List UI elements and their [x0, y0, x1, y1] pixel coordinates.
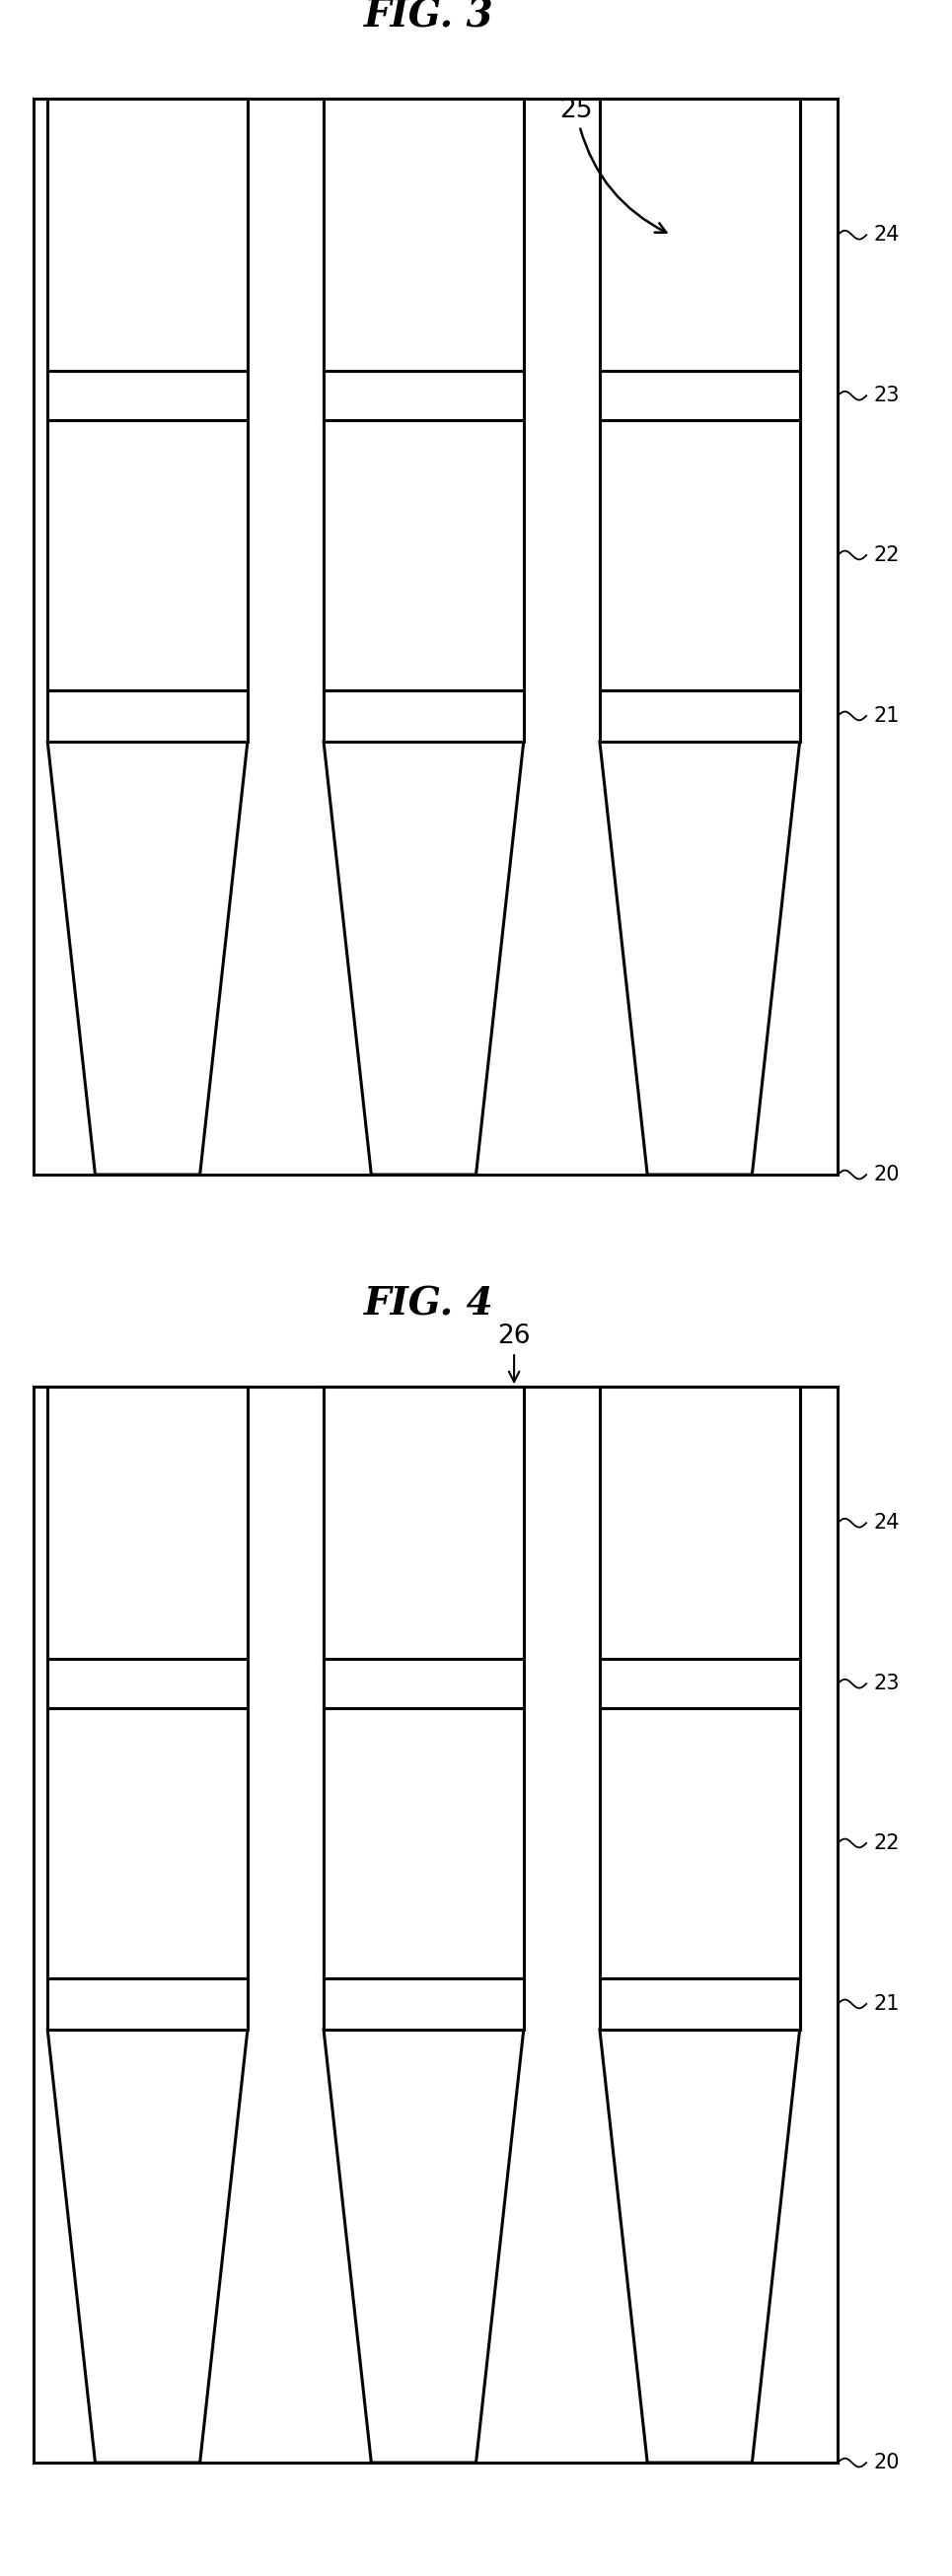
Bar	[48, 371, 248, 420]
Text: 25: 25	[560, 98, 666, 232]
Bar	[324, 420, 524, 690]
Text: 23: 23	[874, 1674, 900, 1692]
Bar	[324, 1386, 524, 1659]
Polygon shape	[324, 742, 524, 1175]
Bar	[48, 690, 248, 742]
Bar	[324, 690, 524, 742]
Text: 24: 24	[874, 224, 900, 245]
Bar	[48, 1978, 248, 2030]
Polygon shape	[48, 2030, 248, 2463]
Text: 23: 23	[874, 386, 900, 404]
Bar	[48, 420, 248, 690]
Polygon shape	[600, 742, 800, 1175]
Text: FIG. 4: FIG. 4	[364, 1285, 493, 1321]
Text: 21: 21	[874, 706, 900, 726]
Bar	[600, 1978, 800, 2030]
Bar	[33, 1386, 838, 2463]
Bar	[48, 1708, 248, 1978]
Bar	[600, 420, 800, 690]
Text: 20: 20	[874, 2452, 900, 2473]
Bar	[324, 1978, 524, 2030]
Bar	[324, 371, 524, 420]
Bar	[48, 1659, 248, 1708]
Bar	[600, 98, 800, 371]
Text: 20: 20	[874, 1164, 900, 1185]
Bar	[600, 1708, 800, 1978]
Bar	[600, 371, 800, 420]
Bar	[48, 1386, 248, 1659]
Polygon shape	[600, 2030, 800, 2463]
Bar	[324, 1659, 524, 1708]
Text: 26: 26	[498, 1324, 530, 1381]
Bar	[600, 1659, 800, 1708]
Bar	[600, 1386, 800, 1659]
Text: 22: 22	[874, 1834, 900, 1852]
Bar	[33, 98, 838, 1175]
Bar	[600, 690, 800, 742]
Bar	[324, 98, 524, 371]
Polygon shape	[48, 742, 248, 1175]
Bar	[48, 98, 248, 371]
Text: FIG. 3: FIG. 3	[364, 0, 493, 33]
Text: 21: 21	[874, 1994, 900, 2014]
Text: 22: 22	[874, 546, 900, 564]
Text: 24: 24	[874, 1512, 900, 1533]
Polygon shape	[324, 2030, 524, 2463]
Bar	[324, 1708, 524, 1978]
